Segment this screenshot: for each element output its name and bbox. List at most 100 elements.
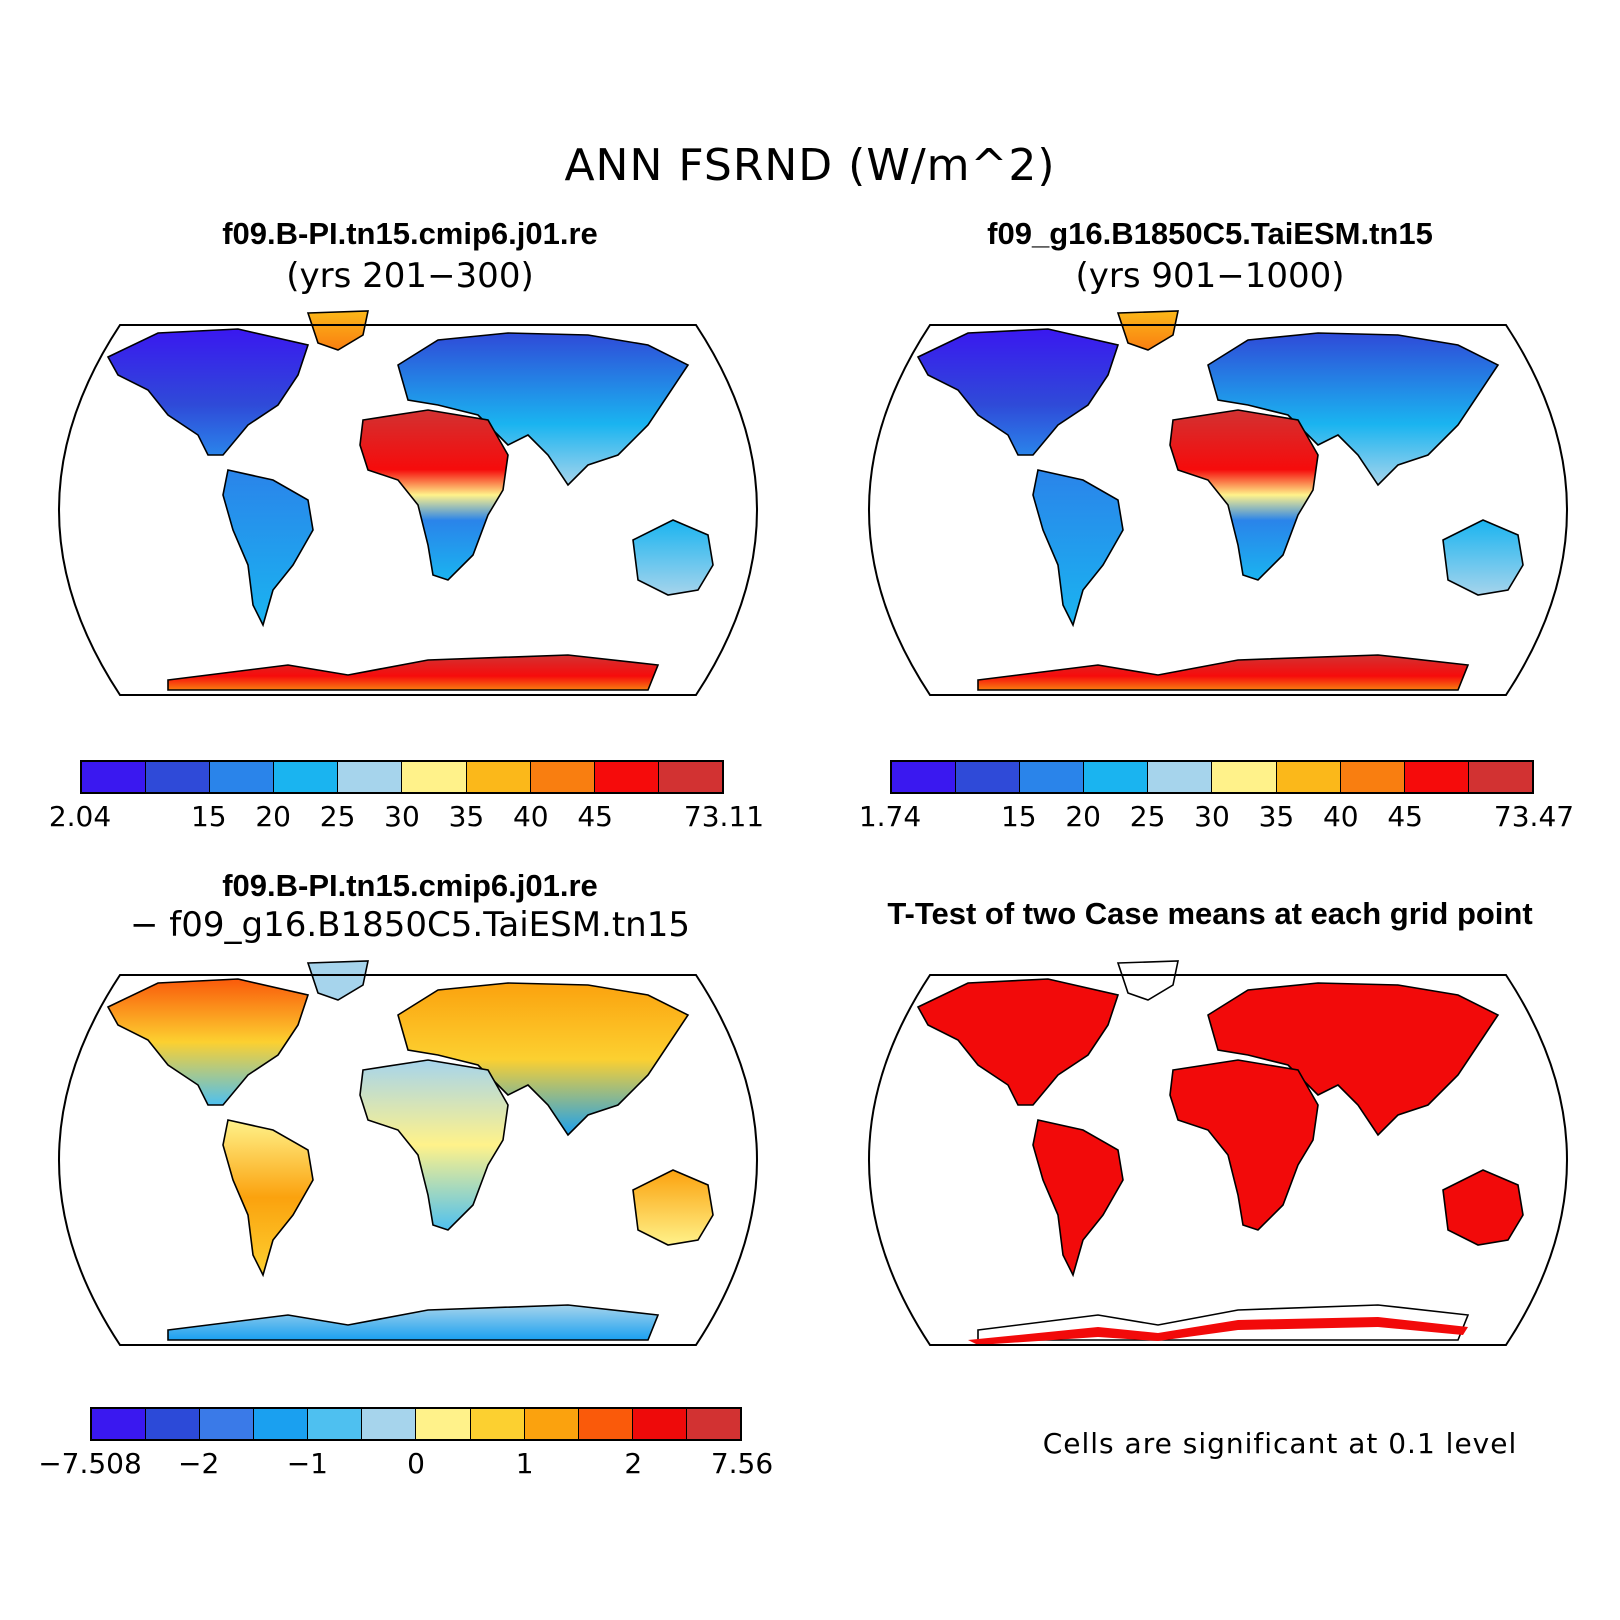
colorbar-swatch [1276,762,1341,792]
land-namerica [916,328,1120,456]
panel-case1-subtitle: (yrs 201−300) [286,256,534,296]
colorbar-swatch [892,762,957,792]
colorbar-swatch [658,762,722,792]
colorbar-swatch [578,1409,633,1439]
colorbar-swatch [524,1409,579,1439]
colorbar-tick-label: 25 [1129,800,1166,833]
colorbar-tick-label: 2 [624,1447,643,1480]
colorbar-swatch [416,1409,471,1439]
panel-ttest-title: T-Test of two Case means at each grid po… [887,896,1533,931]
colorbar-swatch [1084,762,1149,792]
colorbar-tick-label: 40 [1322,800,1359,833]
land-eurasia [1207,332,1500,487]
colorbar-swatch [210,762,275,792]
land-eurasia [397,982,690,1137]
panel-diff-subtitle: − f09_g16.B1850C5.TaiESM.tn15 [130,905,690,945]
colorbar-swatch [338,762,403,792]
colorbar-case2 [890,760,1534,794]
colorbar-swatch [1148,762,1213,792]
panel-case2-title: f09_g16.B1850C5.TaiESM.tn15 [987,216,1433,251]
land-africa [359,1059,509,1231]
colorbar-swatch [146,762,211,792]
colorbar-tick-label: 35 [1258,800,1295,833]
colorbar-tick-label: 25 [319,800,356,833]
colorbar-case1-labels: 2.04 15 20 25 30 35 40 45 73.11 [49,800,764,836]
colorbar-tick-label: −1 [286,1447,328,1480]
colorbar-swatch [1468,762,1532,792]
colorbar-tick-label: −7.508 [38,1447,142,1480]
colorbar-tick-label: 15 [190,800,227,833]
colorbar-swatch [82,762,147,792]
panel-case1-title: f09.B-PI.tn15.cmip6.j01.re [222,216,598,251]
colorbar-swatch [470,1409,525,1439]
colorbar-swatch [594,762,659,792]
map-boundary [868,324,1568,696]
colorbar-swatch [466,762,531,792]
colorbar-swatch [1340,762,1405,792]
colorbar-diff-labels: −7.508 −2 −1 0 1 2 7.56 [38,1447,773,1483]
land-samerica [222,1119,314,1278]
ttest-note: Cells are significant at 0.1 level [1042,1427,1518,1460]
map-ttest [868,960,1568,1346]
colorbar-tick-label: 30 [384,800,420,833]
land-africa [1169,409,1319,581]
colorbar-tick-label: 1.74 [858,800,922,833]
colorbar-tick-label: 7.56 [710,1447,774,1480]
colorbar-tick-label: 2.04 [48,800,112,833]
colorbar-tick-label: 30 [1194,800,1230,833]
map-case1 [58,310,758,696]
colorbar-tick-label: 73.11 [683,800,765,833]
land-eurasia [397,332,690,487]
colorbar-diff [90,1407,742,1441]
colorbar-tick-label: −2 [178,1447,220,1480]
map-boundary [58,324,758,696]
colorbar-case1 [80,760,724,794]
colorbar-swatch [686,1409,740,1439]
map-boundary [58,974,758,1346]
land-namerica [106,978,310,1106]
land-samerica [1032,1119,1124,1278]
colorbar-swatch [402,762,467,792]
colorbar-tick-label: 0 [407,1447,425,1480]
land-greenland [306,310,369,351]
colorbar-swatch [308,1409,363,1439]
colorbar-tick-label: 73.47 [1493,800,1575,833]
land-samerica [1032,469,1124,628]
colorbar-swatch [92,1409,147,1439]
colorbar-swatch [956,762,1021,792]
colorbar-swatch [200,1409,255,1439]
land-africa [359,409,509,581]
land-greenland [306,960,369,1001]
colorbar-swatch [274,762,339,792]
colorbar-swatch [530,762,595,792]
panel-case2-subtitle: (yrs 901−1000) [1075,256,1345,296]
map-boundary [868,974,1568,1346]
colorbar-tick-label: 20 [255,800,292,833]
colorbar-tick-label: 20 [1065,800,1102,833]
colorbar-swatch [1404,762,1469,792]
colorbar-tick-label: 1 [515,1447,534,1480]
colorbar-swatch [1020,762,1085,792]
colorbar-swatch [254,1409,309,1439]
colorbar-swatch [362,1409,417,1439]
colorbar-tick-label: 45 [1387,800,1424,833]
land-antarctica [977,654,1470,691]
map-case2 [868,310,1568,696]
colorbar-swatch [1212,762,1277,792]
antarctic-significance-band [968,1317,1468,1345]
land-samerica [222,469,314,628]
land-africa [1169,1059,1319,1231]
colorbar-case2-labels: 1.74 15 20 25 30 35 40 45 73.47 [859,800,1574,836]
panel-diff-title: f09.B-PI.tn15.cmip6.j01.re [222,868,598,903]
colorbar-tick-label: 35 [448,800,485,833]
colorbar-tick-label: 40 [512,800,549,833]
land-antarctica [167,654,660,691]
land-eurasia [1207,982,1500,1137]
figure-title: ANN FSRND (W/m^2) [564,140,1056,191]
land-namerica [106,328,310,456]
land-namerica [916,978,1120,1106]
land-australia [1442,1169,1524,1246]
map-diff [58,960,758,1346]
land-greenland [1116,310,1179,351]
land-antarctica [167,1304,660,1341]
